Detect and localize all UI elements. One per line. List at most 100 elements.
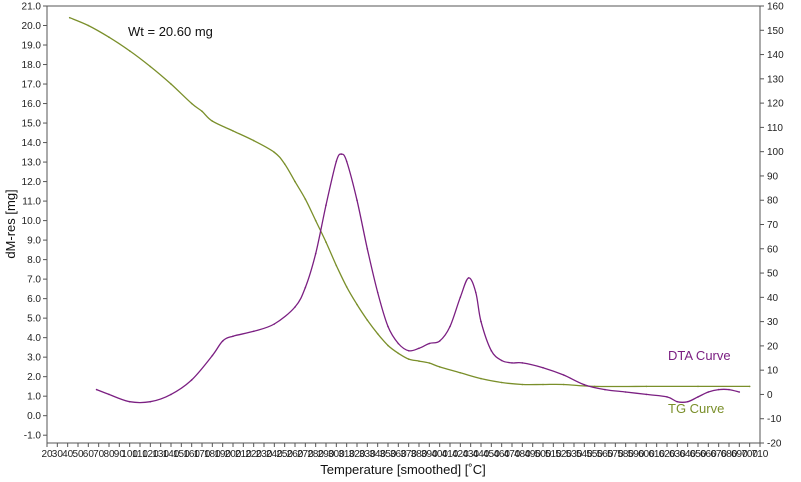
tg-point — [170, 83, 172, 85]
x-tick-label: 600 — [638, 449, 655, 460]
dta-point — [490, 349, 493, 352]
dta-point — [190, 379, 193, 381]
x-tick-label: 270 — [297, 449, 314, 460]
y-left-tick-label: 6.0 — [27, 294, 41, 305]
dta-point — [294, 306, 296, 308]
x-tick-label: 680 — [721, 449, 738, 460]
dta-point — [252, 330, 255, 333]
tg-point — [68, 16, 71, 19]
dta-point — [273, 323, 276, 325]
dta-point — [95, 388, 98, 391]
y-left-tick-label: -1.0 — [24, 431, 42, 442]
dta-point — [335, 160, 338, 163]
x-tick-label: 380 — [411, 449, 428, 460]
tg-point — [387, 344, 389, 347]
dta-point — [449, 325, 451, 328]
y-left-tick-label: 17.0 — [22, 80, 42, 91]
tg-curve-line — [69, 17, 750, 388]
x-tick-label: 330 — [359, 449, 376, 460]
x-tick-label: 480 — [514, 449, 531, 460]
x-tick-label: 320 — [349, 449, 366, 460]
dta-point — [376, 291, 379, 294]
tg-point — [201, 110, 203, 113]
dta-point — [697, 396, 699, 398]
dta-point — [366, 248, 369, 250]
dta-point — [428, 342, 431, 345]
tg-point — [335, 264, 338, 267]
y-right-tick-label: 10 — [767, 366, 779, 377]
dta-point — [728, 388, 730, 391]
x-tick-label: 570 — [607, 449, 624, 460]
tg-point — [273, 151, 276, 154]
x-tick-label: 300 — [328, 449, 345, 460]
x-tick-label: 170 — [194, 449, 211, 460]
y-left-tick-label: 12.0 — [22, 177, 42, 188]
x-tick-label: 130 — [152, 449, 169, 460]
y-left-tick-label: 8.0 — [27, 255, 41, 266]
y-right-tick-label: 70 — [767, 220, 779, 231]
y-right-tick-label: 60 — [767, 244, 779, 255]
y-left-tick-label: 10.0 — [22, 216, 42, 227]
x-tick-label: 220 — [245, 449, 262, 460]
tg-point — [407, 358, 410, 360]
x-tick-label: 140 — [163, 449, 180, 460]
x-tick-label: 240 — [266, 449, 283, 460]
x-tick-label: 490 — [524, 449, 541, 460]
dta-point — [500, 359, 503, 362]
dta-point — [232, 335, 234, 338]
x-tick-label: 40 — [62, 449, 74, 460]
y-left-tick-label: 21.0 — [22, 2, 42, 13]
x-tick-label: 340 — [369, 449, 386, 460]
x-tick-label: 50 — [72, 449, 84, 460]
y-right-tick-label: 140 — [767, 50, 784, 61]
y-right-tick-label: 0 — [767, 390, 773, 401]
x-tick-label: 370 — [400, 449, 417, 460]
y-right-tick-label: -10 — [767, 414, 782, 425]
x-tick-label: 70 — [93, 449, 105, 460]
y-right-tick-label: 100 — [767, 147, 784, 158]
dta-point — [418, 347, 420, 350]
y-right-tick-label: -20 — [767, 439, 782, 450]
x-tick-label: 540 — [576, 449, 593, 460]
dta-point — [624, 391, 627, 393]
x-tick-label: 530 — [566, 449, 583, 460]
x-tick-label: 700 — [741, 449, 758, 460]
dta-point — [221, 340, 224, 342]
x-tick-label: 430 — [462, 449, 479, 460]
x-tick-label: 200 — [225, 449, 242, 460]
dta-point — [108, 393, 110, 396]
x-tick-label: 610 — [648, 449, 665, 460]
y-left-tick-label: 4.0 — [27, 333, 41, 344]
x-tick-label: 590 — [628, 449, 645, 460]
x-tick-label: 250 — [276, 449, 293, 460]
x-tick-label: 280 — [307, 449, 324, 460]
dta-point — [717, 388, 720, 391]
y-right-tick-label: 90 — [767, 171, 779, 182]
ticks-layer: 20 30 40 50 60 70 80 90100110120130140150160170… — [22, 2, 785, 461]
y-left-tick-label: 11.0 — [22, 197, 41, 208]
x-tick-label: 120 — [142, 449, 159, 460]
x-tick-label: 390 — [421, 449, 438, 460]
y-right-tick-label: 80 — [767, 196, 779, 207]
x-tick-label: 350 — [380, 449, 397, 460]
legend-dta-label: DTA Curve — [668, 348, 731, 363]
x-tick-label: 550 — [586, 449, 603, 460]
series-layer — [68, 16, 751, 404]
dta-point — [128, 400, 131, 403]
x-tick-label: 630 — [669, 449, 686, 460]
y-right-tick-label: 160 — [767, 2, 784, 13]
tg-point — [149, 65, 152, 68]
y-right-tick-label: 20 — [767, 341, 779, 352]
tg-point — [459, 372, 462, 374]
x-tick-label: 400 — [431, 449, 448, 460]
tg-point — [87, 24, 90, 27]
x-tick-label: 670 — [710, 449, 727, 460]
tg-point — [480, 377, 482, 380]
dta-curve-line — [96, 153, 740, 404]
x-tick-label: 580 — [617, 449, 634, 460]
dta-point — [738, 391, 741, 393]
dta-point — [467, 277, 470, 279]
y-right-tick-label: 40 — [767, 293, 779, 304]
x-tick-label: 210 — [235, 449, 252, 460]
dta-point — [480, 320, 482, 323]
